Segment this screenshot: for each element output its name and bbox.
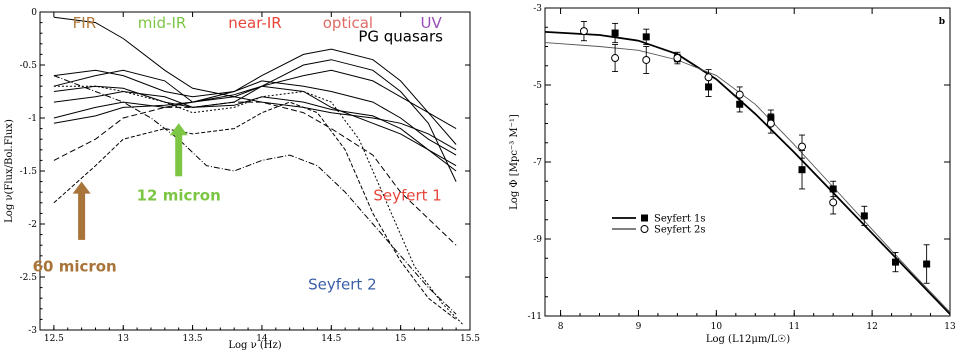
- right-y-tick-label: -9: [533, 235, 542, 245]
- seyfert2-point: [735, 90, 744, 99]
- seyfert1-point: [736, 100, 744, 108]
- sed-curve: [53, 101, 457, 246]
- arrow-label: 60 micron: [33, 258, 117, 276]
- seyfert2-point: [798, 142, 807, 151]
- right-x-tick-label: 12: [866, 322, 877, 332]
- left-axis-ticks: 12.5 13 13.5 14 14.5 15 15.5 0 -0.5 -1 -1.5 -2 -2.5 -…: [20, 8, 481, 344]
- right-x-tick-label: 10: [711, 322, 723, 332]
- seyfert1-point: [860, 212, 868, 220]
- left-x-tick-label: 12.5: [44, 334, 64, 344]
- fit-curve: [544, 42, 951, 313]
- left-y-tick-label: -0.5: [20, 61, 38, 71]
- population-label: PG quasars: [358, 28, 443, 46]
- right-fit-curves: [544, 31, 951, 315]
- right-panel-label: b: [939, 17, 945, 27]
- sed-curve: [53, 85, 464, 326]
- right-luminosity-function-panel: 8 9 10 11 12 13 -3 -5 -7 -9 -11 b Seyfert 1sSeyfer…: [509, 4, 956, 345]
- left-x-tick-label: 13.5: [183, 334, 203, 344]
- seyfert1-point: [798, 166, 806, 174]
- left-x-tick-label: 14.5: [321, 334, 341, 344]
- left-y-tick-label: -2.5: [20, 273, 38, 283]
- band-label: near-IR: [228, 14, 281, 32]
- population-label: Seyfert 2: [308, 276, 377, 294]
- left-annotations: PG quasars Seyfert 1 Seyfert 2: [308, 28, 443, 294]
- seyfert1-point: [891, 258, 899, 266]
- band-label: UV: [421, 14, 443, 32]
- band-label: optical: [323, 14, 373, 32]
- left-y-axis-label: Log ν(Flux/Bol.Flux): [4, 119, 15, 223]
- right-x-tick-label: 8: [558, 322, 564, 332]
- left-band-labels: FIR mid-IR near-IR optical UV: [73, 14, 443, 32]
- left-y-tick-label: -1: [28, 114, 37, 124]
- left-sed-lines: [53, 16, 464, 326]
- right-x-tick-label: 11: [789, 322, 800, 332]
- right-y-tick-label: -7: [533, 158, 542, 168]
- seyfert1-point: [611, 29, 619, 37]
- left-y-tick-label: 0: [31, 8, 37, 18]
- left-sed-panel: 12.5 13 13.5 14 14.5 15 15.5 0 -0.5 -1 -1.5 -2 -2.5 -…: [4, 8, 480, 351]
- left-y-tick-label: -1.5: [20, 167, 38, 177]
- arrow-head: [169, 123, 188, 136]
- right-y-tick-label: -11: [528, 312, 543, 322]
- sed-curve: [53, 101, 457, 320]
- sed-curve: [53, 48, 457, 145]
- right-y-tick-label: -3: [533, 4, 542, 14]
- arrow-shaft: [175, 133, 183, 177]
- right-x-tick-label: 13: [944, 322, 956, 332]
- left-y-tick-label: -2: [28, 220, 37, 230]
- right-y-axis-label: Log Φ [Mpc⁻³ M⁻¹]: [509, 114, 520, 210]
- band-label: FIR: [73, 14, 96, 32]
- left-plot-frame: [39, 11, 471, 331]
- arrow-label: 12 micron: [137, 187, 221, 205]
- left-arrows: 60 micron 12 micron: [33, 123, 221, 276]
- seyfert2-point: [766, 119, 775, 128]
- legend-marker: [640, 225, 649, 233]
- sed-curve: [53, 69, 457, 130]
- legend-label: Seyfert 1s: [654, 214, 706, 225]
- seyfert2-point: [704, 73, 713, 82]
- seyfert1-point: [923, 260, 931, 268]
- right-x-tick-label: 9: [636, 322, 642, 332]
- left-x-axis-label: Log ν (Hz): [228, 340, 281, 351]
- seyfert2-point: [642, 55, 651, 64]
- population-label: Seyfert 1: [373, 187, 442, 205]
- sed-curve: [53, 69, 457, 167]
- seyfert2-point: [673, 54, 682, 63]
- fit-curve: [544, 31, 951, 315]
- legend-label: Seyfert 2s: [654, 225, 706, 236]
- right-x-axis-label: Log (L12μm/L☉): [706, 334, 790, 345]
- seyfert2-point: [611, 54, 620, 63]
- seyfert2-point: [829, 198, 838, 207]
- seyfert2-point: [579, 27, 588, 36]
- left-x-tick-label: 13: [117, 334, 129, 344]
- right-y-tick-label: -5: [533, 81, 542, 91]
- arrow-shaft: [78, 191, 86, 240]
- right-plot-frame: [544, 7, 951, 317]
- right-axis-ticks: 8 9 10 11 12 13 -3 -5 -7 -9 -11: [528, 4, 956, 332]
- seyfert1-point: [642, 33, 650, 41]
- seyfert1-point: [829, 185, 837, 193]
- left-x-tick-label: 15.5: [460, 334, 480, 344]
- sed-curve: [53, 59, 457, 182]
- left-x-tick-label: 15: [395, 334, 407, 344]
- band-label: mid-IR: [138, 14, 187, 32]
- sed-curve: [53, 85, 457, 172]
- legend-marker: [641, 214, 648, 222]
- left-y-tick-label: -3: [28, 326, 37, 336]
- left-x-tick-label: 14: [256, 334, 268, 344]
- arrow-head: [72, 181, 91, 194]
- seyfert1-point: [705, 83, 713, 91]
- right-data-points: [579, 21, 931, 284]
- sed-curve: [53, 69, 457, 156]
